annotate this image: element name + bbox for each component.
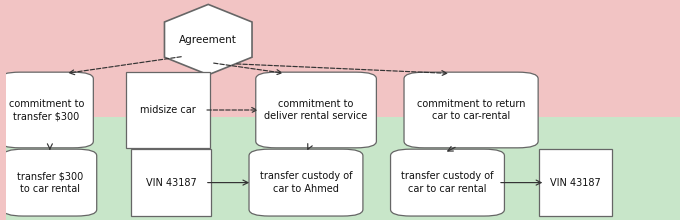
Bar — [6, 117, 680, 220]
FancyBboxPatch shape — [256, 72, 377, 148]
Text: Agreement: Agreement — [180, 35, 237, 45]
Text: transfer custody of
car to Ahmed: transfer custody of car to Ahmed — [260, 171, 352, 194]
FancyBboxPatch shape — [126, 72, 209, 148]
FancyBboxPatch shape — [0, 72, 93, 148]
FancyBboxPatch shape — [539, 149, 612, 216]
FancyBboxPatch shape — [3, 149, 97, 216]
Text: VIN 43187: VIN 43187 — [146, 178, 197, 188]
FancyBboxPatch shape — [404, 72, 538, 148]
Text: transfer $300
to car rental: transfer $300 to car rental — [17, 171, 83, 194]
FancyBboxPatch shape — [390, 149, 505, 216]
FancyBboxPatch shape — [131, 149, 211, 216]
Text: VIN 43187: VIN 43187 — [550, 178, 601, 188]
FancyBboxPatch shape — [249, 149, 363, 216]
Polygon shape — [165, 4, 252, 75]
Text: commitment to return
car to car-rental: commitment to return car to car-rental — [417, 99, 526, 121]
Text: transfer custody of
car to car rental: transfer custody of car to car rental — [401, 171, 494, 194]
Text: commitment to
transfer $300: commitment to transfer $300 — [9, 99, 84, 121]
Text: midsize car: midsize car — [140, 105, 196, 115]
Text: commitment to
deliver rental service: commitment to deliver rental service — [265, 99, 368, 121]
